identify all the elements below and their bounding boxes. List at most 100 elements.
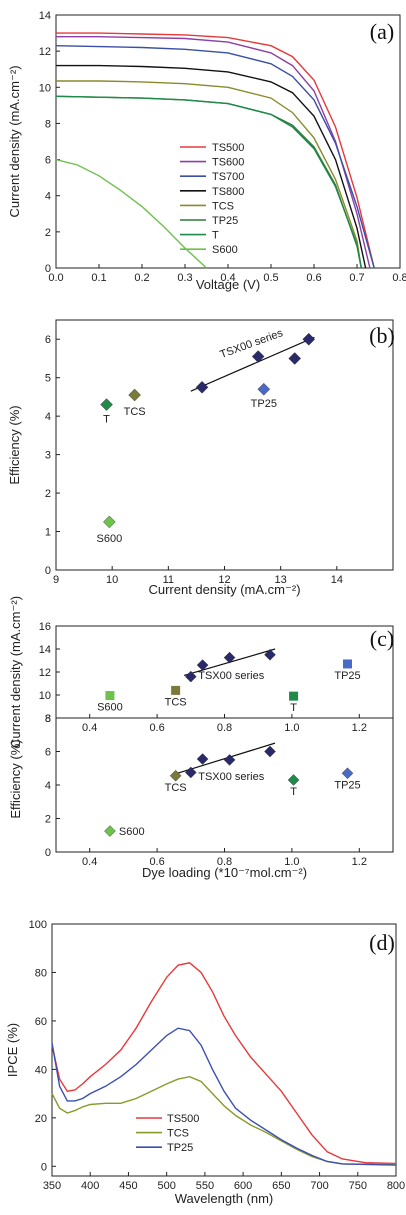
x-tick-label: 0.7 — [349, 272, 364, 284]
x-tick-label: 0.4 — [82, 722, 97, 734]
y-tick-label: 12 — [39, 667, 51, 679]
plot-frame — [51, 923, 397, 1177]
y-tick-label: 2 — [45, 814, 51, 826]
x-axis-title: Voltage (V) — [196, 277, 260, 292]
data-point — [196, 659, 209, 671]
data-point — [289, 691, 299, 701]
x-tick-label: 0.0 — [48, 272, 63, 284]
data-point — [105, 691, 115, 701]
x-tick-label: 1.0 — [284, 722, 299, 734]
y-tick-label: 0 — [45, 565, 51, 577]
series-annotation: TSX00 series — [198, 771, 265, 783]
data-point — [169, 770, 182, 782]
y-tick-label: 10 — [39, 690, 51, 702]
panel-label: (c) — [370, 626, 394, 651]
x-tick-label: 1.0 — [284, 856, 299, 868]
x-tick-label: 350 — [43, 1180, 61, 1192]
point-label: TCS — [165, 782, 187, 794]
data-point — [264, 648, 276, 661]
point-label: S600 — [97, 702, 123, 714]
series-line-tp25 — [55, 95, 362, 269]
y-tick-label: 6 — [45, 747, 51, 759]
data-point — [264, 745, 276, 758]
legend-label: S600 — [212, 244, 238, 256]
series-annotation: TSX00 series — [218, 327, 285, 361]
x-tick-label: 1.2 — [352, 722, 367, 734]
x-tick-label: 500 — [157, 1180, 175, 1192]
x-axis-title: Current density (mA.cm⁻²) — [148, 582, 300, 597]
fit-line — [190, 336, 315, 392]
y-tick-label: 6 — [45, 155, 51, 167]
point-label: TCS — [165, 696, 187, 708]
y-axis-title: Current density (mA.cm⁻²) — [8, 596, 23, 748]
series-line-ts800 — [56, 64, 367, 269]
data-point — [251, 350, 265, 363]
point-label: TP25 — [251, 398, 277, 410]
x-tick-label: 0.6 — [149, 856, 164, 868]
point-label: T — [103, 414, 110, 426]
data-point — [185, 670, 197, 683]
data-point — [100, 398, 113, 411]
y-tick-label: 8 — [45, 713, 51, 725]
data-point — [288, 352, 301, 365]
data-point — [257, 382, 271, 396]
y-axis-title: Efficiency (%) — [8, 739, 23, 818]
series-annotation: TSX00 series — [198, 670, 265, 682]
data-point — [343, 659, 353, 669]
x-tick-label: 0.6 — [306, 272, 321, 284]
x-tick-label: 400 — [81, 1180, 99, 1192]
data-point — [128, 388, 141, 402]
point-label: T — [290, 702, 297, 714]
data-point — [171, 685, 181, 695]
y-tick-label: 4 — [45, 411, 51, 423]
point-label: TCS — [124, 406, 146, 418]
y-tick-label: 16 — [39, 621, 51, 633]
y-axis-title: Efficiency (%) — [7, 405, 22, 484]
y-tick-label: 4 — [45, 191, 51, 203]
y-tick-label: 10 — [39, 82, 51, 94]
y-tick-label: 5 — [45, 373, 51, 385]
panel-d-chart: 350 400 450 500 550 600 650 700 750 800 0 20 40 60 80 1… — [5, 919, 405, 1206]
point-label: S600 — [119, 826, 145, 838]
x-tick-label: 14 — [331, 574, 343, 586]
panel-a-chart: 0.0 0.1 0.2 0.3 0.4 0.5 0.6 0.7 0.8 0 2 4 6 8 10 12 14 TS… — [7, 10, 406, 292]
y-tick-label: 4 — [45, 780, 51, 792]
x-tick-label: 12 — [218, 574, 230, 586]
y-tick-label: 2 — [45, 488, 51, 500]
x-tick-label: 600 — [234, 1180, 252, 1192]
panel-label: (d) — [369, 930, 395, 955]
x-tick-label: 450 — [119, 1180, 137, 1192]
x-tick-label: 10 — [106, 574, 118, 586]
legend-label: TP25 — [167, 1142, 193, 1154]
x-tick-label: 700 — [310, 1180, 328, 1192]
legend-label: TS500 — [212, 142, 244, 154]
y-tick-label: 0 — [45, 847, 51, 859]
x-tick-label: 750 — [349, 1180, 367, 1192]
y-tick-label: 100 — [29, 919, 47, 931]
x-tick-label: 0.1 — [91, 272, 106, 284]
series-line-s600 — [55, 158, 207, 269]
y-tick-label: 8 — [45, 118, 51, 130]
y-tick-label: 60 — [35, 1016, 47, 1028]
x-tick-label: 9 — [53, 574, 59, 586]
y-tick-label: 0 — [41, 1161, 47, 1173]
legend-label: TP25 — [212, 215, 238, 227]
series-line-ts700 — [55, 45, 375, 269]
series-line-ts500 — [51, 962, 397, 1165]
y-axis-title: IPCE (%) — [5, 1023, 20, 1077]
y-tick-label: 12 — [39, 46, 51, 58]
y-tick-label: 3 — [45, 450, 51, 462]
legend-label: TCS — [212, 200, 234, 212]
x-tick-label: 0.4 — [82, 856, 97, 868]
legend-label: TS700 — [212, 171, 244, 183]
y-axis-title: Current density (mA.cm⁻²) — [7, 65, 22, 217]
series-line-ts500 — [56, 32, 375, 269]
series-line-t — [55, 95, 362, 269]
y-tick-label: 14 — [39, 644, 51, 656]
x-tick-label: 0.4 — [220, 272, 235, 284]
series-line-tcs — [56, 80, 362, 269]
y-tick-label: 8 — [45, 713, 51, 725]
panel-label: (a) — [370, 19, 394, 44]
x-axis-title: Wavelength (nm) — [175, 1191, 274, 1206]
